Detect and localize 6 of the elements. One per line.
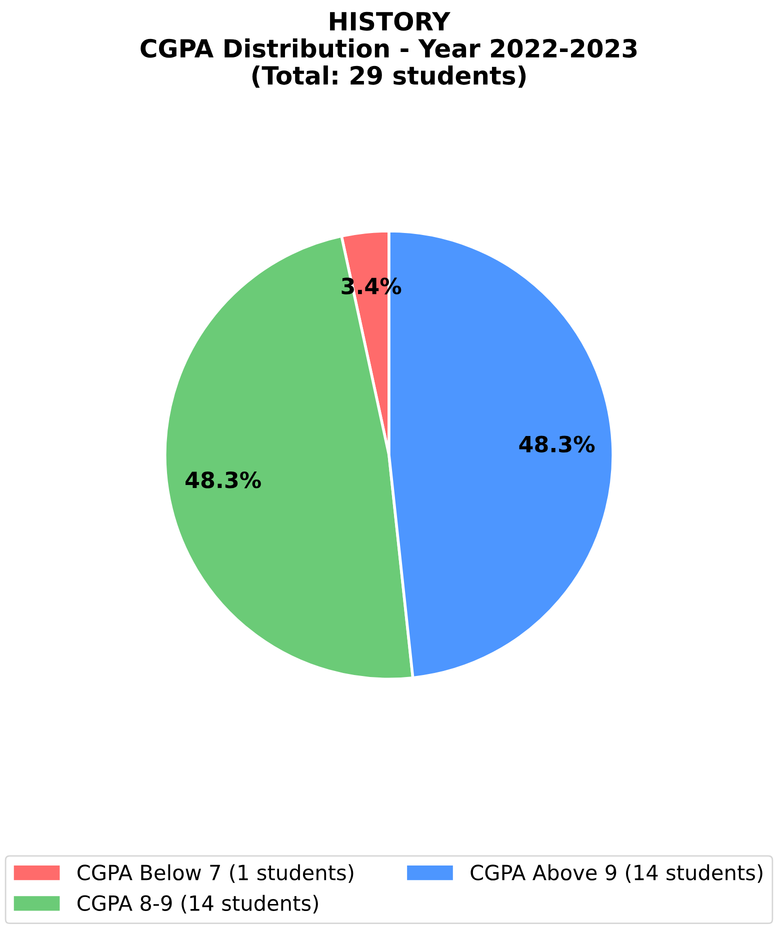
legend-label: CGPA Below 7 (1 students) — [78, 864, 354, 883]
data-label: 48.3% — [519, 436, 595, 453]
data-label: 48.3% — [186, 471, 261, 488]
legend-label: CGPA 8-9 (14 students) — [78, 894, 318, 914]
chart-title: HISTORY CGPA Distribution - Year 2022-2023 (Total: 29 students) — [140, 12, 637, 88]
legend-label: CGPA Above 9 (14 students) — [470, 864, 762, 883]
